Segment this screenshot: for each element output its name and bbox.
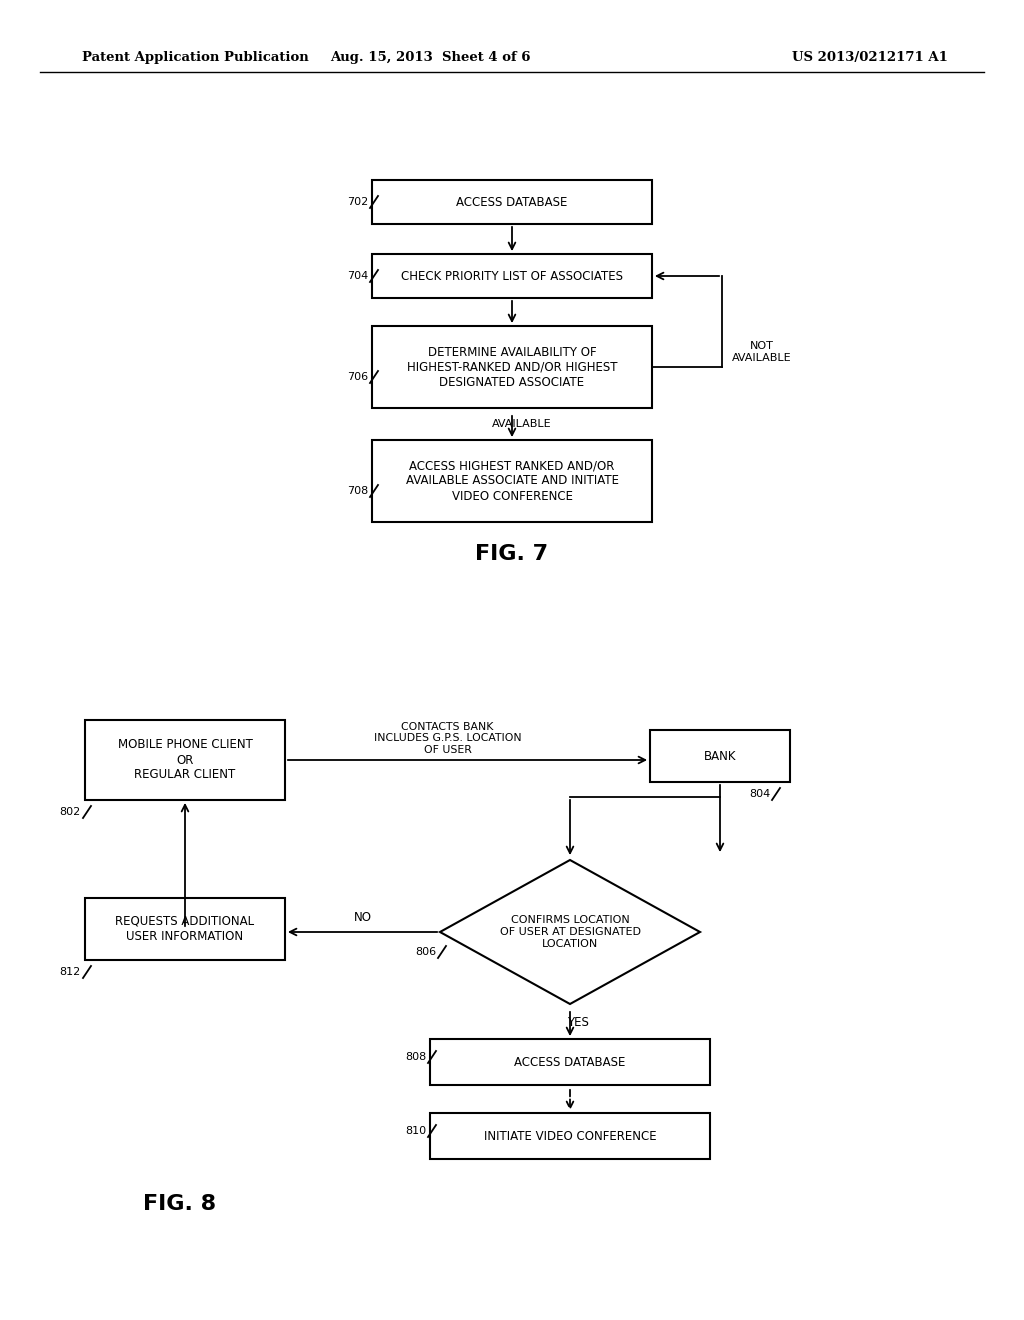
Bar xyxy=(372,326,652,408)
Bar xyxy=(372,440,652,521)
Text: DETERMINE AVAILABILITY OF
HIGHEST-RANKED AND/OR HIGHEST
DESIGNATED ASSOCIATE: DETERMINE AVAILABILITY OF HIGHEST-RANKED… xyxy=(407,346,617,388)
Text: NO: NO xyxy=(353,911,372,924)
Bar xyxy=(650,730,790,781)
Text: 806: 806 xyxy=(415,946,436,957)
Text: CHECK PRIORITY LIST OF ASSOCIATES: CHECK PRIORITY LIST OF ASSOCIATES xyxy=(401,269,623,282)
Text: YES: YES xyxy=(567,1015,589,1028)
Text: 804: 804 xyxy=(749,789,770,799)
Bar xyxy=(85,898,285,960)
Bar xyxy=(372,253,652,298)
Text: 704: 704 xyxy=(347,271,368,281)
Text: CONFIRMS LOCATION
OF USER AT DESIGNATED
LOCATION: CONFIRMS LOCATION OF USER AT DESIGNATED … xyxy=(500,915,640,949)
Bar xyxy=(430,1113,710,1159)
Bar xyxy=(85,719,285,800)
Text: ACCESS HIGHEST RANKED AND/OR
AVAILABLE ASSOCIATE AND INITIATE
VIDEO CONFERENCE: ACCESS HIGHEST RANKED AND/OR AVAILABLE A… xyxy=(406,459,618,503)
Text: REQUESTS ADDITIONAL
USER INFORMATION: REQUESTS ADDITIONAL USER INFORMATION xyxy=(116,915,255,942)
Text: 810: 810 xyxy=(404,1126,426,1137)
Text: FIG. 8: FIG. 8 xyxy=(143,1195,216,1214)
Text: Aug. 15, 2013  Sheet 4 of 6: Aug. 15, 2013 Sheet 4 of 6 xyxy=(330,51,530,65)
Text: 808: 808 xyxy=(404,1052,426,1063)
Text: CONTACTS BANK
INCLUDES G.P.S. LOCATION
OF USER: CONTACTS BANK INCLUDES G.P.S. LOCATION O… xyxy=(374,722,521,755)
Text: ACCESS DATABASE: ACCESS DATABASE xyxy=(514,1056,626,1068)
Text: US 2013/0212171 A1: US 2013/0212171 A1 xyxy=(792,51,948,65)
Text: Patent Application Publication: Patent Application Publication xyxy=(82,51,309,65)
Text: FIG. 7: FIG. 7 xyxy=(475,544,549,564)
Text: AVAILABLE: AVAILABLE xyxy=(493,418,552,429)
Text: NOT
AVAILABLE: NOT AVAILABLE xyxy=(732,341,792,363)
Text: 708: 708 xyxy=(347,486,368,496)
Bar xyxy=(372,180,652,224)
Text: MOBILE PHONE CLIENT
OR
REGULAR CLIENT: MOBILE PHONE CLIENT OR REGULAR CLIENT xyxy=(118,738,253,781)
Text: 802: 802 xyxy=(59,807,81,817)
Text: INITIATE VIDEO CONFERENCE: INITIATE VIDEO CONFERENCE xyxy=(483,1130,656,1143)
Text: 702: 702 xyxy=(347,197,368,207)
Text: 706: 706 xyxy=(347,372,368,381)
Bar xyxy=(430,1039,710,1085)
Text: ACCESS DATABASE: ACCESS DATABASE xyxy=(457,195,567,209)
Text: 812: 812 xyxy=(59,968,81,977)
Text: BANK: BANK xyxy=(703,750,736,763)
